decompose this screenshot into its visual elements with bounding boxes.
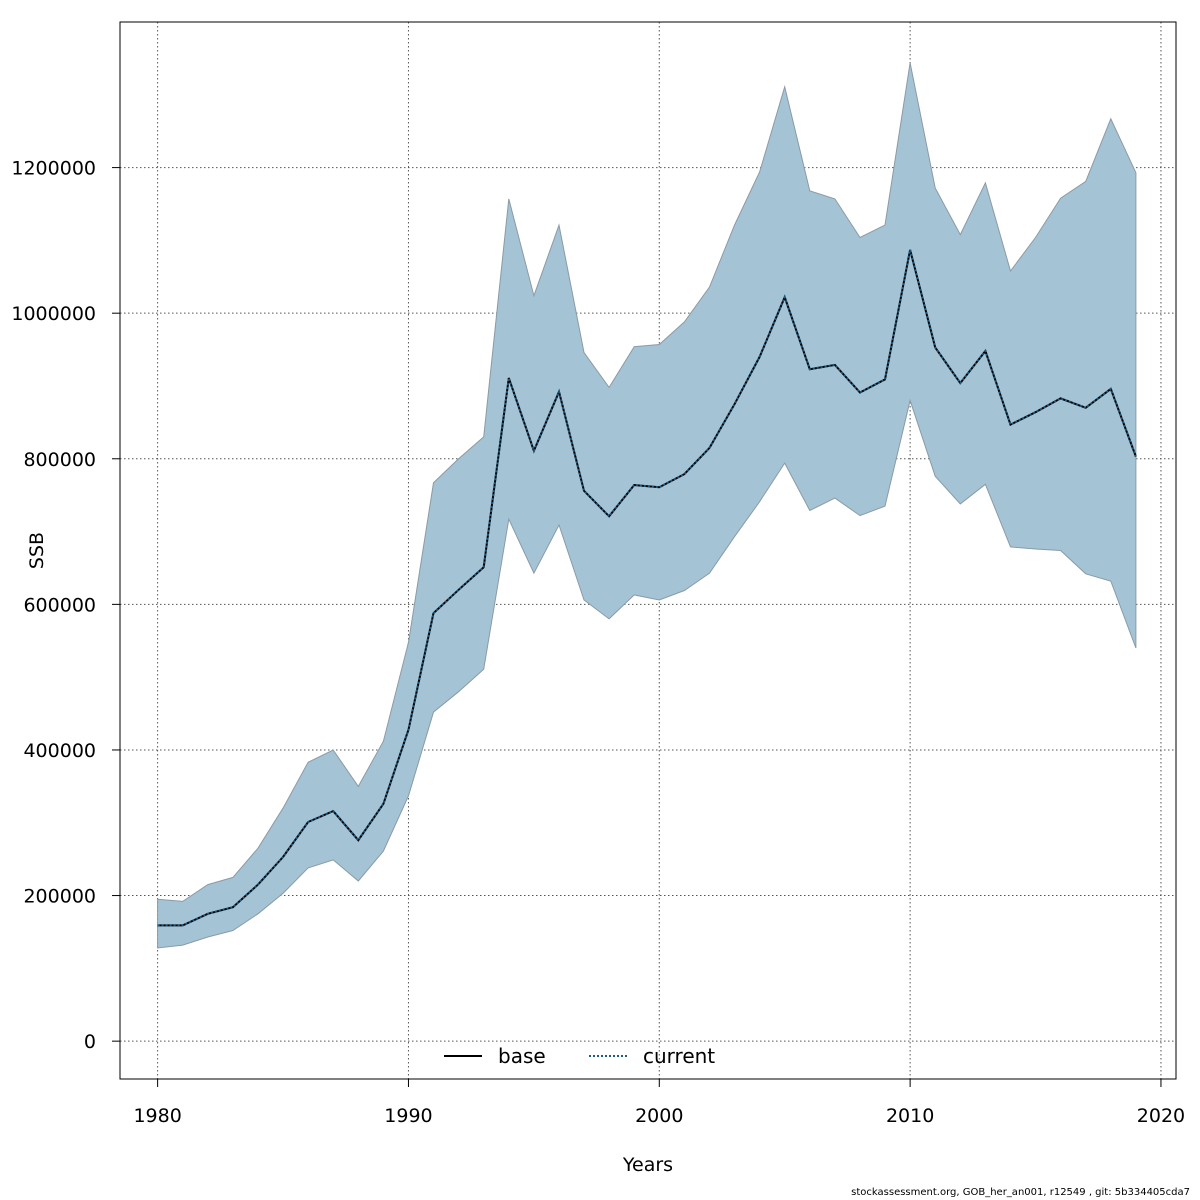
confidence-band — [157, 62, 1137, 949]
y-tick-label-0: 0 — [84, 1031, 96, 1053]
y-tick-label-200000: 200000 — [23, 886, 96, 908]
y-axis-title: SSB — [26, 532, 48, 569]
x-tick-label-2000: 2000 — [635, 1105, 683, 1127]
y-tick-label-1200000: 1200000 — [11, 158, 96, 180]
x-tick-label-2020: 2020 — [1137, 1105, 1185, 1127]
y-tick-label-400000: 400000 — [23, 740, 96, 762]
legend: base current — [444, 1044, 715, 1068]
y-tick-label-1000000: 1000000 — [11, 303, 96, 325]
x-axis: 1980 1990 2000 2010 2020 — [133, 1078, 1185, 1127]
x-tick-label-1980: 1980 — [133, 1105, 181, 1127]
series-line-current — [157, 249, 1137, 927]
x-axis-title: Years — [622, 1154, 673, 1176]
y-tick-label-800000: 800000 — [23, 449, 96, 471]
x-tick-label-1990: 1990 — [384, 1105, 432, 1127]
legend-label-base: base — [498, 1044, 546, 1068]
legend-label-current: current — [643, 1044, 715, 1068]
y-axis: 0 200000 400000 600000 800000 1000000 1200000 — [11, 158, 121, 1053]
x-tick-label-2010: 2010 — [886, 1105, 934, 1127]
y-tick-label-600000: 600000 — [23, 594, 96, 616]
footer-note: stockassessment.org, GOB_her_an001, r125… — [851, 1187, 1190, 1198]
